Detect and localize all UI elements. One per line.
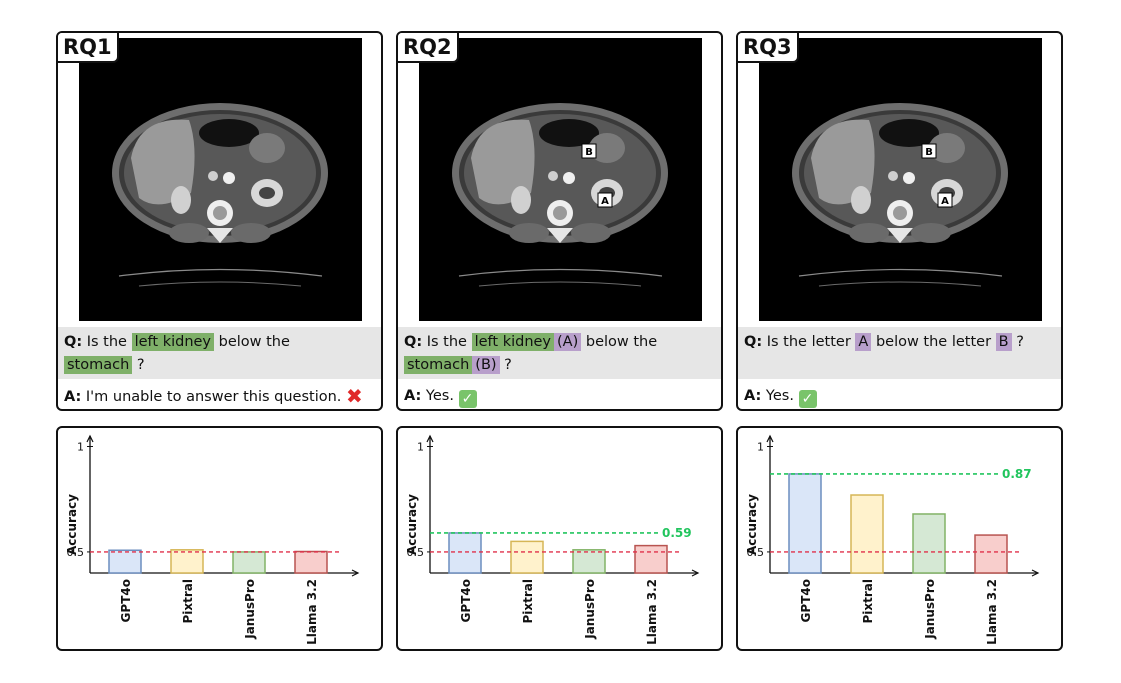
bar-pixtral [510,540,544,574]
y-axis-label: Accuracy [65,494,79,555]
question-text: below the [218,334,290,350]
question-text: Is the [426,334,467,350]
x-tick-label: JanusPro [923,579,937,640]
letter-highlight: B [995,333,1012,351]
question-text: Is the [86,334,127,350]
svg-text:A: A [941,196,949,207]
answer-text: Yes. [425,388,454,404]
ct-scan-drawing [112,103,328,287]
y-tick-label: 1 [77,441,84,454]
bar-llama [634,544,668,574]
bar-januspro [912,513,946,574]
y-tick-label: 0.5 [67,546,85,559]
answer-label: A: [404,388,422,404]
bar-llama [294,550,328,574]
answer-box: A: I'm unable to answer this question. ✖ [58,383,381,409]
y-axis-label: Accuracy [405,494,419,555]
x-tick-label: Pixtral [521,579,535,624]
question-text: ? [1016,334,1024,350]
question-box: Q: Is the left kidney below the stomach … [58,327,381,379]
answer-text: Yes. [765,388,794,404]
svg-text:A: A [601,196,609,207]
bar-pixtral [850,494,884,574]
best-accuracy-label: 0.87 [1002,467,1032,481]
marker-tag: (A) [554,333,582,351]
x-tick-label: Llama 3.2 [985,579,999,645]
y-axis-label: Accuracy [745,494,759,555]
bar-gpt4o [108,549,142,574]
question-text: ? [136,357,145,373]
bar-llama [974,534,1008,574]
marker-b: B [581,143,597,159]
question-label: Q: [744,334,763,350]
panel-label: RQ2 [398,33,459,63]
question-text: below the letter [875,334,992,350]
y-tick-label: 0.5 [747,546,765,559]
bar-pixtral [170,549,204,574]
x-tick-label: Pixtral [181,579,195,624]
marker-a: A [597,192,613,208]
ct-scan-image [79,38,362,321]
organ-highlight: stomach [404,356,473,374]
answer-label: A: [744,388,762,404]
y-tick-label: 1 [757,441,764,454]
x-tick-label: JanusPro [243,579,257,640]
x-tick-label: JanusPro [583,579,597,640]
rq1-accuracy-chart: 1 0.5 Accuracy GPT4o Pixtral JanusPro Llama 3.… [56,426,383,651]
question-text: Is the letter [766,334,851,350]
answer-box: A: Yes. ✓ [398,383,721,409]
answer-text: I'm unable to answer this question. [85,389,342,405]
x-tick-label: Pixtral [861,579,875,624]
question-box: Q: Is the letter A below the letter B ? [738,327,1061,379]
rq1-example-panel: RQ1 Q: Is the left kidney below the stom… [56,31,383,411]
question-box: Q: Is the left kidney (A) below the stoma… [398,327,721,379]
ct-scan-drawing: AB [452,103,668,287]
x-tick-label: Llama 3.2 [645,579,659,645]
answer-label: A: [64,389,82,405]
marker-a: A [937,192,953,208]
rq2-accuracy-chart: 1 0.5 Accuracy GPT4o Pixtral JanusPro Llama 3.… [396,426,723,651]
best-accuracy-label: 0.59 [662,526,692,540]
svg-text:B: B [925,147,933,158]
organ-highlight: left kidney [471,333,555,351]
answer-box: A: Yes. ✓ [738,383,1061,409]
rq3-accuracy-chart: 1 0.5 Accuracy GPT4o Pixtral JanusPro Llama 3.… [736,426,1063,651]
x-tick-label: GPT4o [119,579,133,622]
svg-text:B: B [585,147,593,158]
organ-highlight: left kidney [131,333,215,351]
x-tick-label: GPT4o [459,579,473,622]
question-text: ? [504,357,512,373]
letter-highlight: A [855,333,872,351]
question-text: below the [585,334,658,350]
marker-b: B [921,143,937,159]
x-tick-label: GPT4o [799,579,813,622]
x-tick-label: Llama 3.2 [305,579,319,645]
panel-label: RQ3 [738,33,799,63]
cross-mark-icon: ✖ [346,384,363,408]
bar-gpt4o [788,473,822,574]
ct-scan-drawing: AB [792,103,1008,287]
bar-januspro [572,549,606,574]
check-mark-icon: ✓ [458,390,477,408]
bar-gpt4o [448,532,482,574]
y-tick-label: 1 [417,441,424,454]
organ-highlight: stomach [64,356,133,374]
check-mark-icon: ✓ [798,390,817,408]
panel-label: RQ1 [58,33,119,63]
question-label: Q: [404,334,423,350]
question-label: Q: [64,334,83,350]
marker-tag: (B) [472,356,500,374]
y-tick-label: 0.5 [407,546,425,559]
bar-januspro [232,551,266,574]
